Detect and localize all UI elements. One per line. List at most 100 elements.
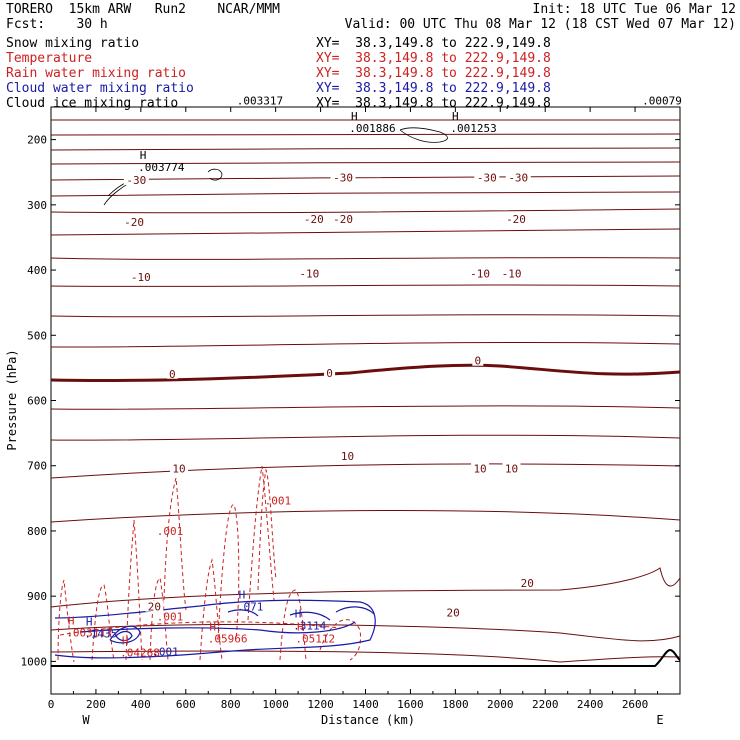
temperature-label: -20 — [506, 213, 526, 226]
temperature-label: -10 — [502, 267, 522, 280]
legend-rain-xy: XY= 38.3,149.8 to 222.9,149.8 — [316, 66, 551, 81]
temperature-labels: -30 -30 -30 -30 -20 -20 -20 -20 -10 -10 -10 -10 0 0 0 1… — [121, 171, 537, 619]
temperature-label-bg — [123, 174, 149, 186]
x-tick-label: 200 — [86, 698, 106, 711]
temperature-label: -30 — [333, 171, 353, 184]
extremum-value: .003117 — [66, 627, 112, 640]
temperature-label: -30 — [477, 171, 497, 184]
x-tick-label: 2600 — [622, 698, 649, 711]
temperature-label-bg — [499, 267, 525, 279]
extremum-mark: H — [122, 634, 129, 647]
header-valid: Valid: 00 UTC Thu 08 Mar 12 (18 CST Wed … — [344, 17, 736, 32]
extremum-mark: H — [209, 621, 216, 634]
extremum-mark: H — [86, 615, 93, 628]
legend-cloud-water-label: Cloud water mixing ratio — [6, 81, 194, 96]
contour-label: .003317 — [237, 94, 283, 107]
x-tick-label: 400 — [131, 698, 151, 711]
x-tick-label: 600 — [176, 698, 196, 711]
legend-snow-xy: XY= 38.3,149.8 to 222.9,149.8 — [316, 36, 551, 51]
y-tick-label: 500 — [27, 329, 47, 342]
temperature-label-bg — [301, 213, 327, 225]
temperature-label-bg — [121, 215, 147, 227]
extremum-value: .04268 — [120, 646, 160, 659]
extremum-value: .001886 — [349, 122, 395, 135]
temperature-contours — [50, 119, 681, 663]
temperature-label: 0 — [475, 355, 482, 368]
x-tick-label: 800 — [221, 698, 241, 711]
legend-temperature-xy: XY= 38.3,149.8 to 222.9,149.8 — [316, 51, 551, 66]
temperature-label-bg — [128, 271, 154, 283]
temperature-label: -10 — [299, 267, 319, 280]
temperature-label-bg — [166, 367, 178, 379]
x-tick-label: 2000 — [487, 698, 514, 711]
temperature-label: 0 — [326, 367, 333, 380]
extremum-value: .05112 — [295, 633, 335, 646]
extremum-value: .05966 — [208, 633, 248, 646]
temperature-label-bg — [505, 171, 531, 183]
contour-label: .001 — [152, 646, 179, 659]
header-forecast: Fcst: 30 h — [6, 17, 108, 32]
extremum-value: .003774 — [138, 161, 185, 174]
temperature-label: -10 — [470, 267, 490, 280]
header-init: Init: 18 UTC Tue 06 Mar 12 — [532, 2, 737, 17]
y-tick-label: 200 — [27, 134, 47, 147]
temperature-label-bg — [338, 449, 357, 461]
extremum-value: .001253 — [450, 122, 496, 135]
temperature-label-bg — [324, 367, 336, 379]
x-tick-label: 1200 — [307, 698, 334, 711]
temperature-label-bg — [503, 213, 529, 225]
temperature-label: 20 — [446, 606, 459, 619]
contour-labels: .003317 .00079 .001 .001 .001 .001 — [152, 94, 682, 658]
contour-label: .001 — [265, 494, 292, 507]
temperature-label-bg — [472, 354, 484, 366]
extremum-value: .071 — [237, 601, 263, 614]
extremum-value: .1435 — [84, 627, 117, 640]
y-tick-label: 300 — [27, 199, 47, 212]
temperature-label: -10 — [131, 271, 151, 284]
x-axis-label: Distance (km) — [321, 713, 415, 727]
temperature-label: 20 — [148, 601, 161, 614]
temperature-label: -30 — [508, 171, 528, 184]
temperature-label: 10 — [505, 462, 518, 475]
extremum-mark: H — [452, 110, 459, 123]
temperature-label: 20 — [521, 577, 534, 590]
extremum-mark: H — [68, 615, 75, 628]
x-tick-label: 2400 — [577, 698, 604, 711]
temperature-label-bg — [296, 267, 322, 279]
extremum-mark: H — [297, 621, 304, 634]
temperature-label-bg — [444, 606, 463, 618]
extremum-mark: H — [351, 110, 358, 123]
ground-line — [51, 648, 681, 667]
cloud-water-contours — [54, 599, 376, 659]
extremum-mark: H — [295, 608, 302, 621]
temperature-label-bg — [330, 171, 356, 183]
temperature-label: 10 — [473, 462, 486, 475]
contour-label: .001 — [157, 525, 184, 538]
header-title: TORERO 15km ARW Run2 NCAR/MMM — [6, 2, 280, 17]
y-tick-label: 600 — [27, 395, 47, 408]
y-tick-label: 800 — [27, 525, 47, 538]
temperature-label-bg — [145, 600, 164, 612]
y-tick-label: 400 — [27, 264, 47, 277]
legend-cloud-ice-xy: XY= 38.3,149.8 to 222.9,149.8 — [316, 96, 551, 111]
temperature-label-bg — [474, 171, 500, 183]
temperature-label: 10 — [172, 462, 185, 475]
temperature-label-bg — [518, 577, 537, 589]
temperature-label: -20 — [333, 213, 353, 226]
extrema-labels: H.003774H.001886H.001253H.003117H.04268H… — [66, 110, 496, 659]
x-tick-label: 2200 — [532, 698, 559, 711]
freezing-level-contour — [50, 363, 681, 383]
x-tick-label: 0 — [48, 698, 55, 711]
x-tick-label: 1400 — [352, 698, 379, 711]
temperature-label: -20 — [124, 216, 144, 229]
x-tick-label: 1000 — [262, 698, 289, 711]
y-tick-label: 900 — [27, 590, 47, 603]
y-axis-label: Pressure (hPa) — [5, 349, 19, 450]
extremum-mark: H — [140, 149, 147, 162]
temperature-label: 10 — [341, 450, 354, 463]
contour-label: .00079 — [642, 94, 682, 107]
temperature-label-bg — [467, 267, 493, 279]
y-tick-label: 1000 — [21, 655, 48, 668]
